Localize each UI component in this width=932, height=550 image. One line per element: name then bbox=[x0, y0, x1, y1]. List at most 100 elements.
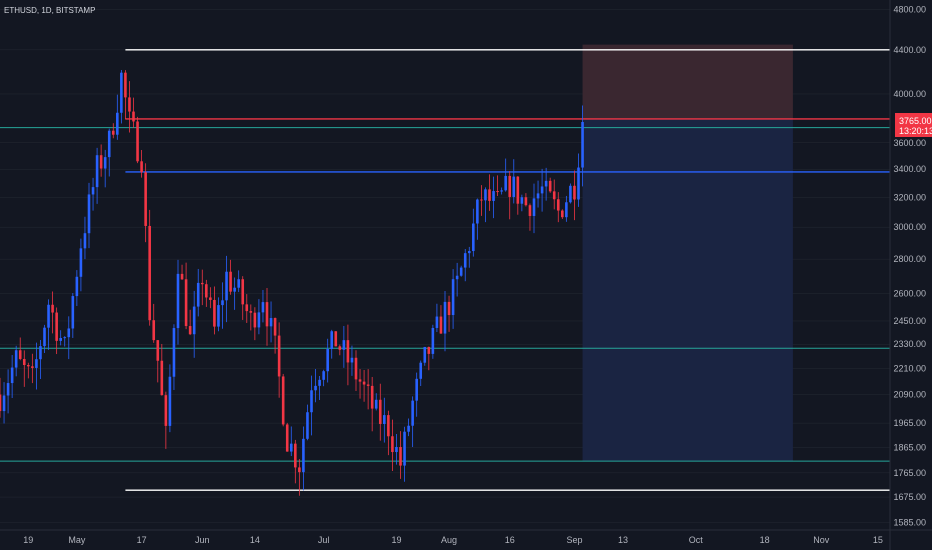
candle-body bbox=[209, 297, 212, 300]
candle-body bbox=[233, 287, 236, 292]
candle-body bbox=[467, 251, 471, 254]
x-tick-label: Jun bbox=[195, 535, 210, 545]
candle-body bbox=[322, 371, 325, 380]
candle-body bbox=[91, 187, 95, 195]
candle-body bbox=[18, 350, 22, 359]
candle-body bbox=[561, 210, 564, 218]
candle-body bbox=[455, 275, 459, 280]
candle-body bbox=[350, 357, 354, 363]
candle-body bbox=[552, 191, 556, 200]
candle-body bbox=[261, 302, 265, 313]
candle-body bbox=[277, 335, 281, 377]
candle-body bbox=[326, 348, 329, 372]
position-zones[interactable] bbox=[582, 44, 793, 462]
candle-body bbox=[476, 199, 479, 224]
candle-body bbox=[156, 340, 160, 361]
candle-body bbox=[107, 130, 111, 158]
candle-body bbox=[294, 443, 297, 468]
candle-body bbox=[87, 194, 91, 234]
x-tick-label: Nov bbox=[813, 535, 830, 545]
candle-body bbox=[111, 130, 115, 135]
candle-body bbox=[75, 276, 79, 297]
candle-body bbox=[306, 412, 309, 439]
candle-body bbox=[31, 366, 34, 368]
candle-body bbox=[565, 202, 568, 218]
y-axis[interactable]: 4800.00 4400.00 4000.00 3600.00 3400.00 3200.… bbox=[893, 5, 926, 528]
candle-body bbox=[451, 279, 455, 316]
candle-body bbox=[504, 175, 507, 191]
x-tick-label: 16 bbox=[505, 535, 515, 545]
candle-body bbox=[354, 357, 358, 380]
candle-body bbox=[59, 337, 62, 341]
candle-body bbox=[180, 273, 184, 280]
candle-body bbox=[447, 301, 451, 316]
candle-body bbox=[302, 438, 305, 473]
candle-body bbox=[573, 185, 576, 200]
candle-body bbox=[249, 311, 253, 313]
candle-body bbox=[144, 172, 147, 226]
y-tick-label: 3600.00 bbox=[893, 138, 926, 148]
y-tick-label: 3000.00 bbox=[893, 222, 926, 232]
candle-body bbox=[0, 394, 2, 412]
candle-body bbox=[435, 316, 439, 328]
y-tick-label: 2450.00 bbox=[893, 316, 926, 326]
candle-body bbox=[556, 199, 560, 211]
candle-body bbox=[314, 385, 317, 391]
candle-body bbox=[383, 415, 386, 424]
y-tick-label: 1765.00 bbox=[893, 468, 926, 478]
x-tick-label: May bbox=[68, 535, 86, 545]
x-tick-label: Oct bbox=[689, 535, 704, 545]
candle-body bbox=[403, 431, 406, 466]
candle-body bbox=[488, 189, 491, 201]
y-tick-label: 1965.00 bbox=[893, 418, 926, 428]
y-tick-label: 4400.00 bbox=[893, 45, 926, 55]
candle-body bbox=[124, 72, 127, 98]
candle-body bbox=[540, 186, 544, 194]
candle-body bbox=[362, 381, 366, 385]
candle-body bbox=[205, 284, 208, 298]
x-tick-label: 15 bbox=[873, 535, 883, 545]
candle-body bbox=[67, 328, 71, 338]
stop-loss-zone[interactable] bbox=[582, 44, 793, 119]
candle-body bbox=[14, 350, 18, 368]
candle-body bbox=[395, 447, 398, 453]
candle-body bbox=[500, 190, 503, 192]
candle-body bbox=[387, 415, 390, 437]
candle-body bbox=[176, 273, 180, 329]
candle-body bbox=[544, 180, 548, 187]
candle-body bbox=[346, 340, 350, 363]
candle-body bbox=[548, 180, 552, 192]
candle-body bbox=[269, 318, 273, 327]
candle-body bbox=[51, 304, 54, 313]
candle-body bbox=[480, 199, 483, 201]
candle-body bbox=[103, 157, 107, 169]
candle-body bbox=[217, 305, 220, 327]
horizontal-levels[interactable] bbox=[0, 49, 890, 491]
take-profit-zone[interactable] bbox=[582, 118, 793, 462]
candle-body bbox=[370, 385, 374, 409]
candle-body bbox=[116, 112, 119, 135]
candle-body bbox=[289, 443, 293, 452]
candle-body bbox=[200, 282, 204, 285]
last-price-value: 3765.00 bbox=[899, 116, 932, 126]
candle-body bbox=[459, 267, 463, 276]
candle-body bbox=[419, 362, 423, 379]
y-tick-label: 4000.00 bbox=[893, 89, 926, 99]
candle-body bbox=[221, 300, 224, 306]
candle-body bbox=[415, 378, 418, 401]
candle-body bbox=[172, 328, 176, 377]
candle-body bbox=[484, 189, 487, 201]
x-tick-label: 13 bbox=[618, 535, 628, 545]
candle-body bbox=[192, 306, 196, 335]
x-axis[interactable]: 19 May 17 Jun 14 Jul 19 Aug 16 Sep 13 Oct 18 Nov 15 bbox=[23, 535, 883, 545]
last-price-tag-bg bbox=[895, 113, 932, 137]
candle-body bbox=[184, 279, 188, 327]
candle-body bbox=[164, 395, 168, 426]
candle-body bbox=[520, 197, 524, 204]
y-tick-label: 3400.00 bbox=[893, 164, 926, 174]
candle-body bbox=[188, 326, 192, 335]
candle-body bbox=[43, 327, 46, 347]
candle-body bbox=[411, 400, 414, 426]
candle-body bbox=[27, 365, 30, 367]
